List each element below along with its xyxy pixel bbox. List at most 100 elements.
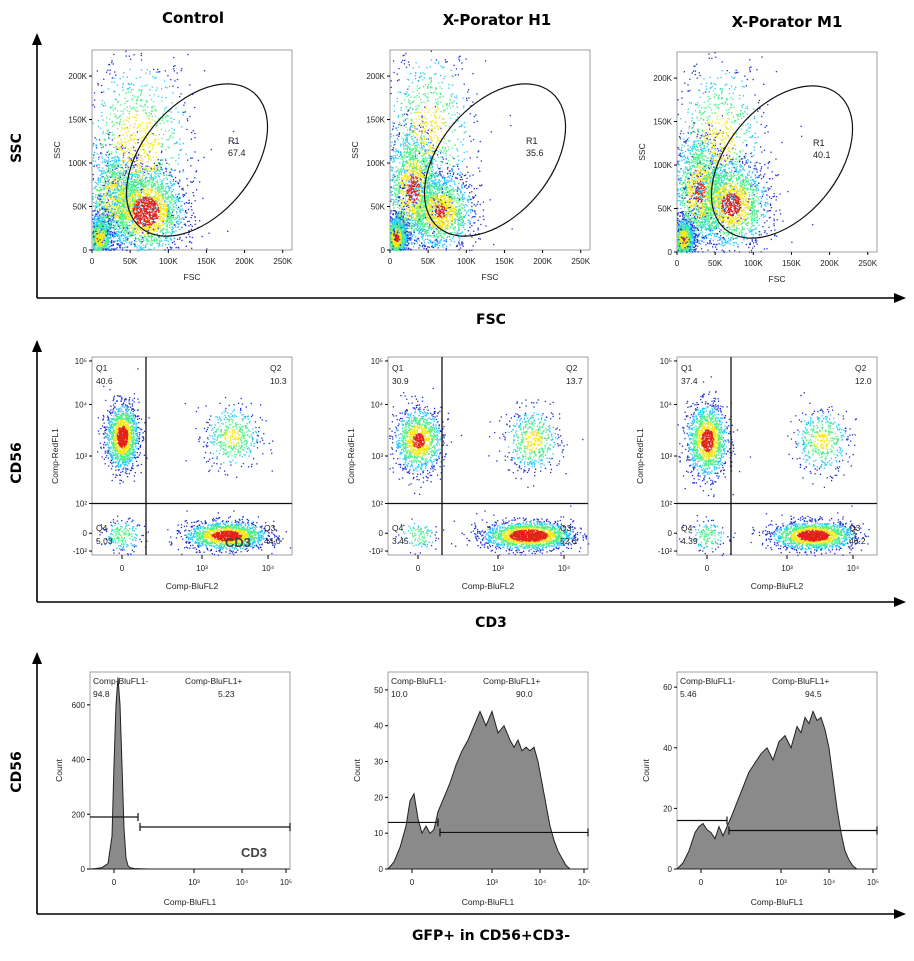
scatter-point [96, 215, 97, 216]
scatter-point [107, 197, 108, 198]
scatter-point [112, 160, 113, 161]
scatter-point [99, 224, 100, 225]
scatter-point [107, 152, 108, 153]
scatter-point [102, 239, 103, 240]
scatter-point [93, 248, 94, 249]
scatter-point [95, 236, 96, 237]
scatter-point [122, 247, 123, 248]
scatter-point [97, 211, 98, 212]
scatter-point [108, 237, 109, 238]
scatter-point [138, 187, 139, 188]
scatter-point [99, 250, 100, 251]
scatter-point [94, 238, 95, 239]
scatter-point [107, 221, 108, 222]
scatter-point [113, 245, 114, 246]
scatter-point [107, 248, 108, 249]
scatter-point [97, 235, 98, 236]
scatter-point [103, 244, 104, 245]
scatter-point [100, 224, 101, 225]
scatter-point [131, 200, 132, 201]
scatter-point [101, 244, 102, 245]
scatter-point [103, 217, 104, 218]
scatter-point [104, 159, 105, 160]
scatter-point [102, 234, 103, 235]
scatter-point [111, 240, 112, 241]
scatter-point [111, 248, 112, 249]
row2-x-title: CD3 [475, 615, 507, 631]
scatter-point [99, 214, 100, 215]
scatter-point [105, 233, 106, 234]
scatter-point [92, 243, 93, 244]
scatter-point [101, 249, 102, 250]
row3-y-title: CD56 [9, 751, 25, 792]
scatter-point [103, 238, 104, 239]
scatter-point [94, 244, 95, 245]
scatter-point [101, 240, 102, 241]
scatter-point [93, 143, 94, 144]
scatter-point [105, 244, 106, 245]
scatter-point [94, 249, 95, 250]
scatter-point [96, 227, 97, 228]
column-title-control: Control [162, 9, 224, 27]
scatter-point [96, 147, 97, 148]
scatter-point [106, 241, 107, 242]
scatter-point [97, 222, 98, 223]
scatter-point [117, 240, 118, 241]
row1-y-title: SSC [9, 133, 25, 163]
scatter-point [106, 224, 107, 225]
scatter-point [96, 245, 97, 246]
scatter-point [97, 228, 98, 229]
scatter-point [108, 242, 109, 243]
column-title-m1: X-Porator M1 [732, 13, 843, 31]
scatter-point [97, 247, 98, 248]
scatter-point [93, 221, 94, 222]
scatter-point [103, 232, 104, 233]
scatter-point [111, 245, 112, 246]
scatter-point [96, 165, 97, 166]
scatter-point [95, 182, 96, 183]
row1-x-title: FSC [476, 312, 506, 328]
panels: R167.4050K100K150K200K250K050K100K150K20… [50, 50, 881, 907]
scatter-point [108, 239, 109, 240]
scatter-point [99, 164, 100, 165]
scatter-point [93, 246, 94, 247]
scatter-point [96, 222, 97, 223]
scatter-point [108, 234, 109, 235]
scatter-point [98, 241, 99, 242]
scatter-point [94, 239, 95, 240]
scatter-point [104, 228, 105, 229]
scatter-point [105, 145, 106, 146]
scatter-point [103, 236, 104, 237]
scatter-point [95, 225, 96, 226]
row3-x-title: GFP+ in CD56+CD3- [412, 928, 570, 944]
scatter-point [103, 230, 104, 231]
scatter-point [94, 233, 95, 234]
scatter-point [105, 247, 106, 248]
scatter-point [109, 246, 110, 247]
scatter-point [92, 219, 93, 220]
scatter-point [127, 191, 128, 192]
scatter-point [94, 218, 95, 219]
column-title-h1: X-Porator H1 [443, 11, 551, 29]
scatter-point [102, 162, 103, 163]
scatter-point [116, 177, 117, 178]
scatter-point [98, 216, 99, 217]
scatter-dots [92, 51, 235, 252]
scatter-point [97, 237, 98, 238]
scatter-point [110, 238, 111, 239]
scatter-point [92, 199, 93, 200]
scatter-point [105, 243, 106, 244]
scatter-point [98, 227, 99, 228]
scatter-point [105, 199, 106, 200]
scatter-point [108, 244, 109, 245]
scatter-point [93, 224, 94, 225]
scatter-point [99, 234, 100, 235]
scatter-point [98, 211, 99, 212]
row-frame-2 [32, 340, 906, 607]
figure-canvas: Control X-Porator H1 X-Porator M1 SSC FS… [0, 0, 914, 956]
flow-cytometry-figure: Control X-Porator H1 X-Porator M1 SSC FS… [0, 0, 914, 956]
scatter-point [101, 237, 102, 238]
scatter-point [99, 236, 100, 237]
scatter-point [94, 228, 95, 229]
